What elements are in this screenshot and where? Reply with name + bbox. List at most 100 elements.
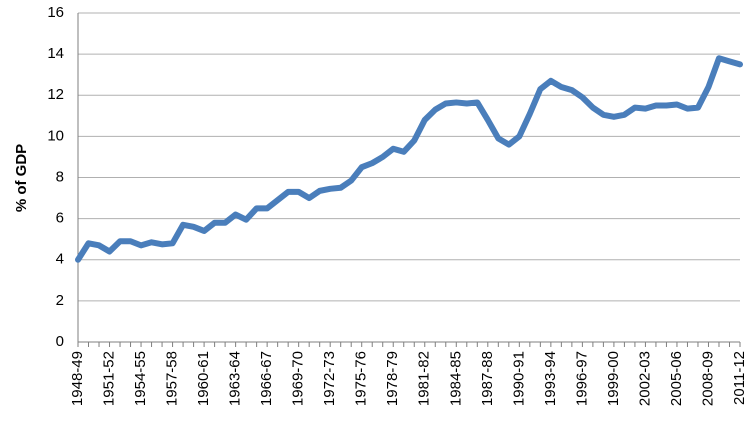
y-tick-label: 6 [56, 210, 64, 227]
data-point [537, 86, 543, 92]
data-points [75, 55, 743, 263]
x-tick-label: 2011-12 [731, 351, 748, 405]
x-tick-label: 1984-85 [447, 351, 464, 406]
data-point [516, 133, 522, 139]
x-tick-label: 1993-94 [542, 351, 559, 406]
x-tick-label: 2008-09 [699, 351, 716, 406]
data-point [663, 103, 669, 109]
data-point [653, 103, 659, 109]
data-point [306, 195, 312, 201]
y-tick-label: 10 [47, 127, 64, 144]
data-point [443, 100, 449, 106]
data-point [317, 188, 323, 194]
data-point [548, 78, 554, 84]
data-point [285, 189, 291, 195]
data-point [75, 257, 81, 263]
data-point [380, 154, 386, 160]
data-point [611, 114, 617, 120]
data-point [506, 142, 512, 148]
axes [77, 13, 741, 347]
x-tick-label: 2002-03 [636, 351, 653, 406]
data-point [674, 102, 680, 108]
data-point [695, 105, 701, 111]
data-point [621, 112, 627, 118]
x-tick-label: 1963-64 [227, 351, 244, 406]
x-tick-label: 1972-73 [321, 351, 338, 406]
data-point [180, 222, 186, 228]
x-tick-label: 1981-82 [416, 351, 433, 406]
data-point [579, 94, 585, 100]
data-point [369, 160, 375, 166]
data-point [422, 117, 428, 123]
data-point [401, 149, 407, 155]
data-point [632, 105, 638, 111]
x-tick-label: 1960-61 [195, 351, 212, 406]
x-tick-label: 1996-97 [573, 351, 590, 406]
data-point [212, 220, 218, 226]
series-line [75, 55, 743, 263]
data-point [726, 58, 732, 64]
data-point [705, 84, 711, 90]
data-point [222, 220, 228, 226]
data-point [117, 238, 123, 244]
data-point [600, 112, 606, 118]
data-point [558, 84, 564, 90]
x-tick-label: 1951-52 [100, 351, 117, 406]
data-point [359, 164, 365, 170]
data-point [243, 217, 249, 223]
data-series [75, 55, 743, 263]
data-point [138, 242, 144, 248]
data-point [590, 105, 596, 111]
y-tick-label: 16 [47, 4, 64, 21]
data-point [411, 137, 417, 143]
data-point [737, 61, 743, 67]
data-point [86, 240, 92, 246]
data-point [527, 111, 533, 117]
x-tick-label: 1990-91 [510, 351, 527, 406]
data-point [149, 239, 155, 245]
data-point [107, 249, 113, 255]
x-tick-label: 1966-67 [258, 351, 275, 406]
x-tick-label: 1948-49 [69, 351, 86, 406]
x-tick-label: 1999-00 [605, 351, 622, 406]
data-point [170, 240, 176, 246]
data-point [684, 106, 690, 112]
data-point [348, 178, 354, 184]
y-axis-ticks: 0 2 4 6 8 10 12 14 16 [47, 4, 64, 350]
x-tick-label: 1975-76 [353, 351, 370, 406]
gridlines [78, 12, 740, 302]
data-point [390, 146, 396, 152]
x-axis-ticks: 1948-49 1951-52 1954-55 1957-58 1960-61 1963-… [69, 351, 748, 406]
data-point [254, 205, 260, 211]
y-tick-label: 0 [56, 333, 64, 350]
data-point [338, 185, 344, 191]
data-point [191, 224, 197, 230]
y-tick-label: 14 [47, 45, 64, 62]
y-tick-label: 8 [56, 168, 64, 185]
data-point [233, 212, 239, 218]
data-point [485, 117, 491, 123]
x-tick-label: 1954-55 [132, 351, 149, 406]
x-tick-label: 1969-70 [290, 351, 307, 406]
data-point [296, 189, 302, 195]
data-point [464, 100, 470, 106]
data-point [201, 228, 207, 234]
data-point [128, 238, 134, 244]
data-point [453, 99, 459, 105]
y-tick-label: 12 [47, 86, 64, 103]
data-point [264, 205, 270, 211]
x-tick-label: 1987-88 [479, 351, 496, 406]
y-tick-label: 2 [56, 292, 64, 309]
x-tick-label: 1978-79 [384, 351, 401, 406]
x-tick-label: 2005-06 [668, 351, 685, 406]
data-point [569, 87, 575, 93]
data-point [96, 242, 102, 248]
y-tick-label: 4 [56, 251, 64, 268]
data-point [495, 135, 501, 141]
data-point [275, 197, 281, 203]
data-point [642, 106, 648, 112]
y-axis-title: % of GDP [13, 144, 30, 212]
data-point [327, 186, 333, 192]
data-point [159, 241, 165, 247]
